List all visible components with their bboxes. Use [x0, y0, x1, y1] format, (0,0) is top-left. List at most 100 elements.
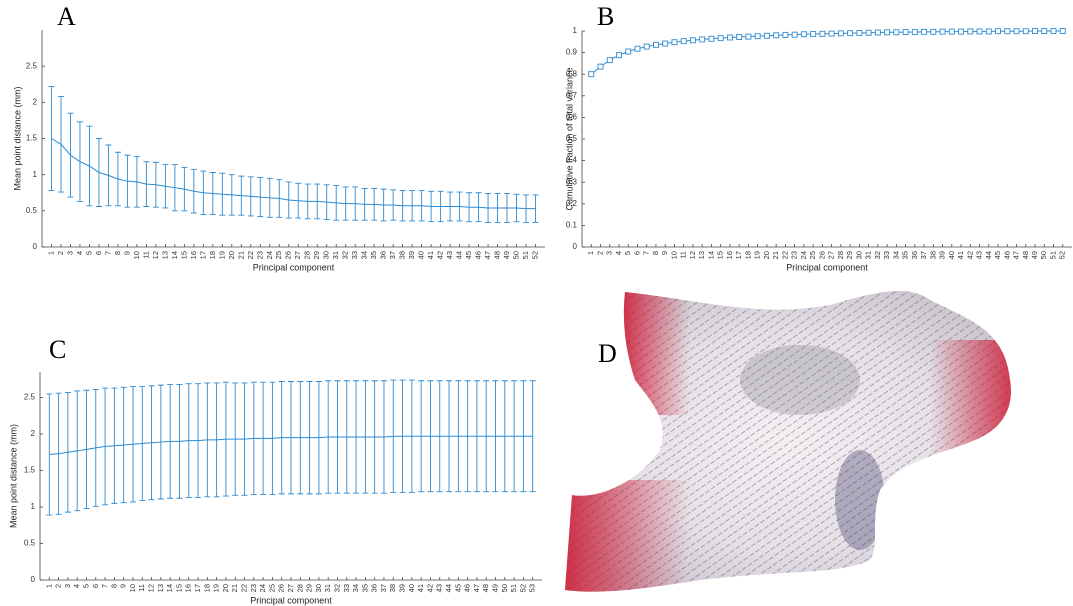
- x-tick-label: 39: [407, 251, 416, 259]
- marker: [625, 48, 632, 55]
- error-bar: [361, 187, 368, 221]
- x-tick-label: 15: [716, 251, 725, 259]
- x-tick-label: 3: [605, 251, 614, 255]
- x-tick-label: 41: [426, 251, 435, 259]
- x-tick-label: 15: [174, 584, 183, 592]
- error-bar: [260, 381, 267, 496]
- error-bar: [276, 179, 283, 218]
- marker: [939, 28, 946, 35]
- marker: [828, 30, 835, 37]
- y-tick-label: 0.6: [566, 113, 578, 122]
- marker: [653, 41, 659, 48]
- error-bar: [195, 383, 202, 498]
- error-bar: [520, 380, 527, 493]
- error-bar: [492, 380, 499, 493]
- marker: [958, 28, 965, 35]
- x-tick-label: 33: [350, 251, 359, 259]
- x-tick-label: 5: [81, 584, 90, 588]
- error-bar: [285, 181, 292, 219]
- error-bar: [190, 169, 197, 214]
- error-bar: [213, 382, 220, 498]
- error-bar: [200, 170, 207, 215]
- x-tick-label: 28: [303, 251, 312, 259]
- x-tick-label: 51: [1048, 251, 1057, 259]
- x-tick-label: 5: [84, 251, 93, 255]
- error-bar: [278, 381, 285, 495]
- x-tick-label: 20: [227, 251, 236, 259]
- x-tick-label: 14: [706, 251, 715, 259]
- x-tick-label: 47: [1012, 251, 1021, 259]
- error-bar: [148, 385, 155, 501]
- error-bar: [418, 190, 425, 222]
- x-tick-label: 35: [369, 251, 378, 259]
- error-bar: [297, 381, 304, 495]
- x-tick-label: 34: [891, 251, 900, 259]
- y-tick-label: 0.5: [26, 206, 38, 215]
- error-bar: [447, 191, 454, 222]
- error-bar: [181, 166, 188, 212]
- error-bar: [209, 172, 216, 215]
- error-bar: [83, 389, 90, 509]
- error-bar: [152, 161, 159, 208]
- error-bar: [95, 138, 102, 207]
- x-tick-label: 46: [463, 584, 472, 592]
- error-bar: [504, 193, 511, 223]
- x-tick-label: 17: [734, 251, 743, 259]
- error-bar: [408, 379, 415, 493]
- marker: [763, 32, 770, 39]
- error-bar: [436, 380, 443, 493]
- x-tick-label: 1: [46, 251, 55, 255]
- error-bar: [325, 380, 332, 494]
- y-tick-label: 0.4: [566, 156, 578, 165]
- x-tick-label: 10: [669, 251, 678, 259]
- error-bar: [143, 161, 150, 207]
- marker: [995, 28, 1001, 35]
- x-tick-label: 21: [236, 251, 245, 259]
- error-bar: [455, 380, 462, 493]
- error-bar: [288, 381, 294, 495]
- error-bar: [228, 174, 235, 216]
- y-axis-title: Cumulative fraction of total variance: [564, 67, 574, 210]
- marker: [754, 33, 761, 40]
- error-bar: [222, 381, 229, 497]
- marker: [930, 28, 937, 35]
- error-bar: [362, 380, 369, 494]
- marker: [1013, 28, 1020, 35]
- x-tick-label: 9: [660, 251, 669, 255]
- error-bar: [295, 182, 302, 219]
- error-bar: [176, 383, 183, 499]
- error-bar: [250, 381, 257, 496]
- x-tick-label: 36: [910, 251, 919, 259]
- y-tick-label: 2: [31, 429, 36, 438]
- error-bar: [241, 382, 248, 496]
- y-tick-label: 2.5: [26, 61, 38, 70]
- y-tick-label: 0.5: [24, 539, 36, 548]
- x-tick-label: 9: [122, 251, 131, 255]
- x-tick-label: 47: [483, 251, 492, 259]
- marker: [717, 35, 724, 42]
- error-bar: [171, 164, 178, 212]
- x-tick-label: 43: [435, 584, 444, 592]
- x-tick-label: 43: [975, 251, 984, 259]
- error-bar: [352, 186, 359, 221]
- error-bar: [323, 184, 330, 220]
- x-tick-label: 10: [132, 251, 141, 259]
- error-bar: [269, 381, 276, 496]
- error-bar: [399, 190, 406, 222]
- x-tick-label: 28: [836, 251, 845, 259]
- x-tick-label: 24: [265, 251, 274, 259]
- x-tick-label: 8: [113, 251, 122, 255]
- error-bar: [238, 175, 245, 216]
- marker: [671, 39, 678, 46]
- error-bar: [532, 194, 539, 223]
- y-tick-label: 2.5: [24, 393, 36, 402]
- x-tick-label: 44: [455, 251, 464, 259]
- x-tick-label: 49: [502, 251, 511, 259]
- error-bar: [494, 193, 501, 223]
- x-tick-label: 35: [901, 251, 910, 259]
- y-tick-label: 0: [573, 242, 578, 251]
- x-tick-label: 37: [919, 251, 928, 259]
- x-tick-label: 50: [512, 251, 521, 259]
- x-tick-label: 2: [56, 251, 65, 255]
- marker: [1004, 28, 1011, 35]
